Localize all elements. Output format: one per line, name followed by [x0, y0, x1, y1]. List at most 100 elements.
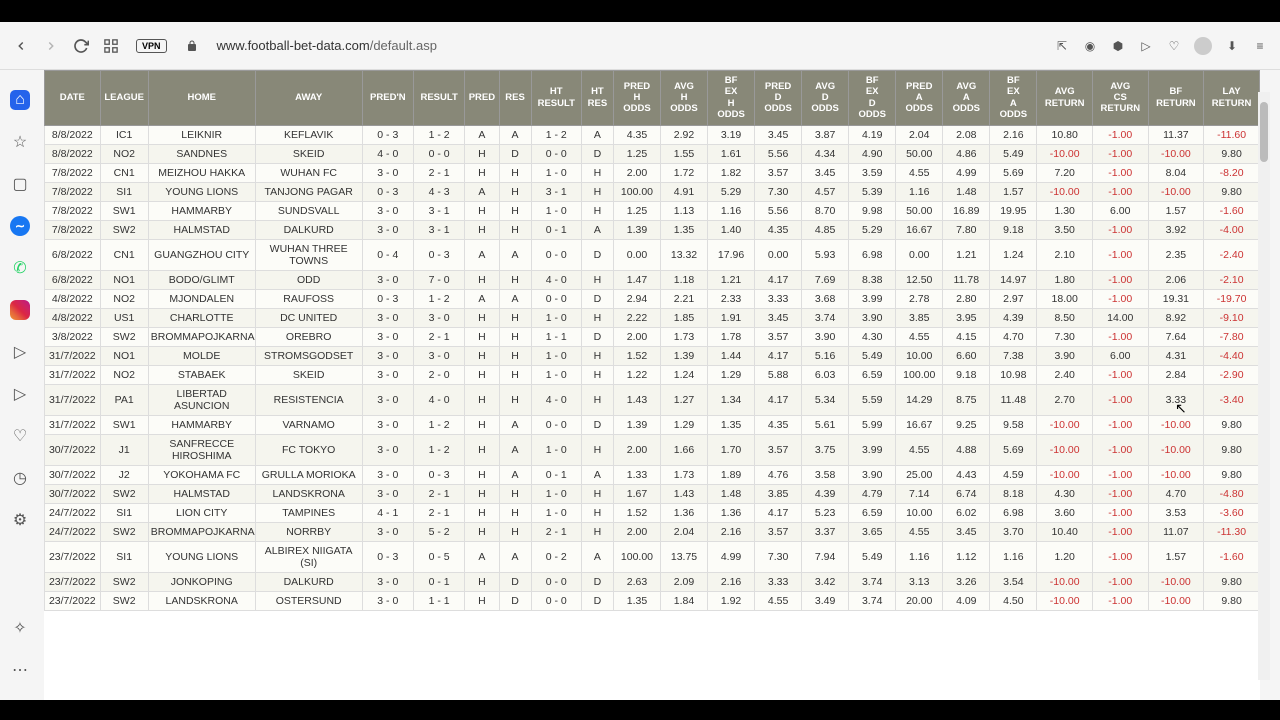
table-cell: 0 - 0	[531, 415, 581, 434]
column-header[interactable]: DATE	[45, 71, 101, 126]
menu-icon[interactable]: ≡	[1252, 38, 1268, 54]
send-icon[interactable]: ▷	[1138, 38, 1154, 54]
column-header[interactable]: RESULT	[413, 71, 464, 126]
table-cell: 3 - 0	[362, 434, 413, 465]
bag-icon[interactable]: ▢	[10, 174, 30, 194]
table-cell: SUNDSVALL	[255, 201, 362, 220]
column-header[interactable]: AWAY	[255, 71, 362, 126]
table-row: 31/7/2022NO1MOLDESTROMSGODSET3 - 03 - 0H…	[45, 346, 1260, 365]
table-row: 24/7/2022SI1LION CITYTAMPINES4 - 12 - 1H…	[45, 503, 1260, 522]
table-cell: H	[465, 308, 499, 327]
table-cell: -1.60	[1204, 541, 1260, 572]
table-cell: -1.00	[1092, 182, 1148, 201]
table-cell: -11.60	[1204, 125, 1260, 144]
table-cell: -1.00	[1092, 270, 1148, 289]
table-cell: HALMSTAD	[148, 220, 255, 239]
scrollbar[interactable]	[1258, 92, 1270, 680]
triangle-icon[interactable]: ▷	[10, 384, 30, 404]
instagram-icon[interactable]	[10, 300, 30, 320]
table-cell: 3 - 0	[413, 308, 464, 327]
table-cell: -2.40	[1204, 239, 1260, 270]
url-bar[interactable]: www.football-bet-data.com/default.asp	[217, 38, 1038, 53]
table-cell: 7.69	[802, 270, 849, 289]
column-header[interactable]: PRED'N	[362, 71, 413, 126]
column-header[interactable]: LEAGUE	[100, 71, 148, 126]
table-cell: 3.75	[802, 434, 849, 465]
table-cell: 1.21	[708, 270, 755, 289]
profile-icon[interactable]	[1194, 37, 1212, 55]
table-cell: 1.27	[660, 384, 707, 415]
gear-icon[interactable]: ⚙	[10, 510, 30, 530]
table-cell: 8/8/2022	[45, 125, 101, 144]
table-cell: 1.57	[1148, 201, 1204, 220]
scrollbar-thumb[interactable]	[1260, 102, 1268, 162]
reload-button[interactable]	[72, 37, 90, 55]
home-icon[interactable]: ⌂	[10, 90, 30, 110]
vpn-badge[interactable]: VPN	[136, 39, 167, 53]
table-cell: 31/7/2022	[45, 415, 101, 434]
column-header[interactable]: BFEXDODDS	[849, 71, 896, 126]
camera-icon[interactable]: ◉	[1082, 38, 1098, 54]
apps-button[interactable]	[102, 37, 120, 55]
table-cell: 9.80	[1204, 182, 1260, 201]
column-header[interactable]: BFEXHODDS	[708, 71, 755, 126]
table-cell: -1.00	[1092, 541, 1148, 572]
facebook-icon[interactable]: ∼	[10, 216, 30, 236]
share-icon[interactable]: ⇱	[1054, 38, 1070, 54]
table-cell: 1.52	[613, 346, 660, 365]
heart2-icon[interactable]: ♡	[10, 426, 30, 446]
column-header[interactable]: PREDDODDS	[755, 71, 802, 126]
table-cell: NO2	[100, 289, 148, 308]
table-cell: 1.29	[708, 365, 755, 384]
column-header[interactable]: AVGRETURN	[1037, 71, 1093, 126]
dots-icon[interactable]: ⋯	[10, 660, 30, 680]
column-header[interactable]: AVGCSRETURN	[1092, 71, 1148, 126]
table-cell: 3.92	[1148, 220, 1204, 239]
table-cell: 7.30	[1037, 327, 1093, 346]
column-header[interactable]: AVGDODDS	[802, 71, 849, 126]
table-cell: 1.35	[613, 591, 660, 610]
column-header[interactable]: HTRES	[581, 71, 613, 126]
table-cell: 8.50	[1037, 308, 1093, 327]
column-header[interactable]: PRED	[465, 71, 499, 126]
table-cell: 30/7/2022	[45, 434, 101, 465]
table-cell: 2.06	[1148, 270, 1204, 289]
table-cell: A	[581, 541, 613, 572]
column-header[interactable]: PREDAODDS	[896, 71, 943, 126]
star-icon[interactable]: ☆	[10, 132, 30, 152]
column-header[interactable]: LAYRETURN	[1204, 71, 1260, 126]
table-cell: 5.23	[802, 503, 849, 522]
column-header[interactable]: AVGHODDS	[660, 71, 707, 126]
table-cell: 4.86	[943, 144, 990, 163]
table-cell: MOLDE	[148, 346, 255, 365]
heart-icon[interactable]: ♡	[1166, 38, 1182, 54]
table-cell: 3.65	[849, 522, 896, 541]
column-header[interactable]: HTRESULT	[531, 71, 581, 126]
back-button[interactable]	[12, 37, 30, 55]
sparkle-icon[interactable]: ✧	[10, 618, 30, 638]
table-cell: H	[465, 465, 499, 484]
column-header[interactable]: BFRETURN	[1148, 71, 1204, 126]
blocker-icon[interactable]: ⬢	[1110, 38, 1126, 54]
table-cell: 1.70	[708, 434, 755, 465]
table-cell: 1.24	[660, 365, 707, 384]
table-cell: 1.73	[660, 327, 707, 346]
table-cell: 9.98	[849, 201, 896, 220]
column-header[interactable]: BFEXAODDS	[990, 71, 1037, 126]
table-cell: DALKURD	[255, 572, 362, 591]
column-header[interactable]: AVGAODDS	[943, 71, 990, 126]
whatsapp-icon[interactable]: ✆	[10, 258, 30, 278]
table-cell: H	[581, 308, 613, 327]
table-cell: 7.14	[896, 484, 943, 503]
column-header[interactable]: HOME	[148, 71, 255, 126]
play-icon[interactable]: ▷	[10, 342, 30, 362]
download-icon[interactable]: ⬇	[1224, 38, 1240, 54]
table-cell: 1.72	[660, 163, 707, 182]
table-cell: 2.10	[1037, 239, 1093, 270]
clock-icon[interactable]: ◷	[10, 468, 30, 488]
column-header[interactable]: RES	[499, 71, 531, 126]
table-cell: 16.67	[896, 220, 943, 239]
table-cell: -10.00	[1037, 434, 1093, 465]
forward-button[interactable]	[42, 37, 60, 55]
column-header[interactable]: PREDHODDS	[613, 71, 660, 126]
